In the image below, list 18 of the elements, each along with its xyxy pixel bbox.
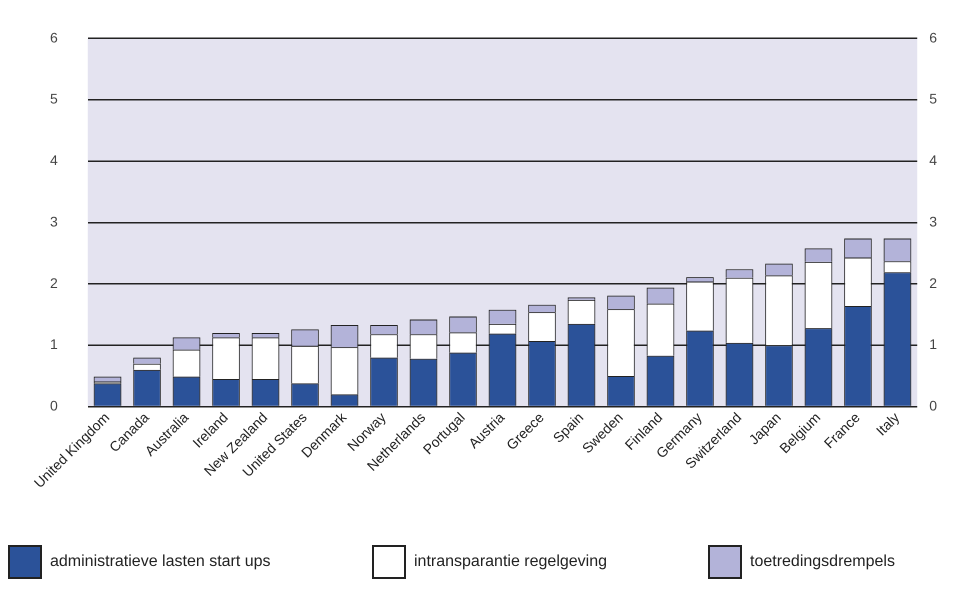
y-tick-label: 0 [50, 398, 58, 414]
y-tick-label: 6 [50, 29, 58, 46]
y2-tick-label: 1 [929, 336, 938, 352]
y2-tick-label: 4 [929, 152, 938, 168]
y-tick-label: 4 [50, 152, 58, 168]
legend-label: toetredingsdrempels [750, 553, 895, 571]
y2-tick-label: 6 [929, 29, 938, 46]
y2-tick-label: 0 [929, 398, 938, 414]
y2-tick-label: 3 [929, 213, 938, 230]
legend-label: intransparantie regelgeving [414, 553, 608, 571]
y2-tick-label: 2 [929, 274, 938, 291]
y-tick-label: 1 [50, 336, 58, 352]
y-tick-label: 3 [50, 213, 58, 230]
x-tick-label: Italy [872, 409, 902, 439]
y-tick-label: 2 [50, 274, 58, 291]
legend-label: administratieve lasten start ups [50, 553, 271, 571]
y2-tick-label: 5 [929, 90, 938, 107]
y-tick-label: 5 [50, 90, 58, 107]
